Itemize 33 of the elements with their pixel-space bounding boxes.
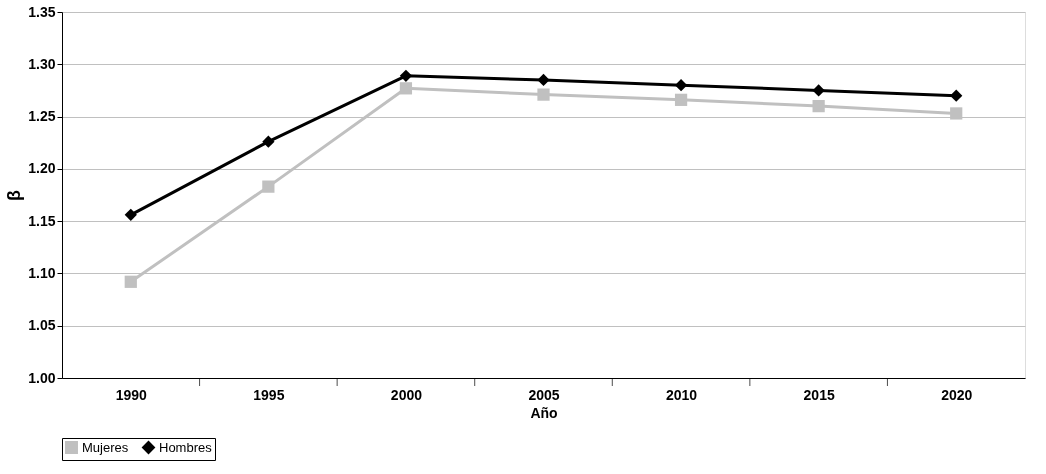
point	[812, 99, 825, 113]
point	[399, 82, 413, 95]
y-tick-label: 1.15	[28, 212, 56, 229]
y-axis-title: β	[4, 190, 25, 201]
point	[399, 69, 413, 82]
x-tick-label: 2015	[803, 386, 835, 403]
x-axis-title: Año	[530, 404, 558, 421]
point	[124, 275, 137, 288]
point	[537, 73, 550, 87]
point	[950, 89, 963, 102]
point	[262, 180, 275, 193]
y-tick-label: 1.25	[28, 108, 56, 125]
x-tick-label: 2010	[665, 386, 698, 403]
x-tick-label: 2000	[390, 386, 423, 403]
legend-label: Hombres	[159, 439, 213, 455]
y-tick-label: 1.05	[28, 317, 56, 334]
x-tick-label: 1990	[115, 386, 148, 403]
y-tick-label: 1.20	[28, 160, 56, 177]
y-tick-label: 1.30	[28, 55, 56, 72]
legend-label: Mujeres	[82, 439, 129, 455]
point	[537, 88, 550, 101]
x-tick-label: 2020	[941, 386, 973, 403]
x-tick-label: 2005	[528, 386, 560, 403]
point	[812, 84, 825, 97]
point	[674, 93, 688, 106]
y-tick-label: 1.10	[28, 264, 56, 281]
x-tick-label: 1995	[253, 386, 285, 403]
y-tick-label: 1.35	[28, 3, 56, 20]
y-tick-label: 1.00	[28, 369, 56, 386]
point	[124, 208, 137, 221]
point	[950, 107, 963, 120]
point	[674, 79, 688, 92]
point	[262, 135, 275, 148]
